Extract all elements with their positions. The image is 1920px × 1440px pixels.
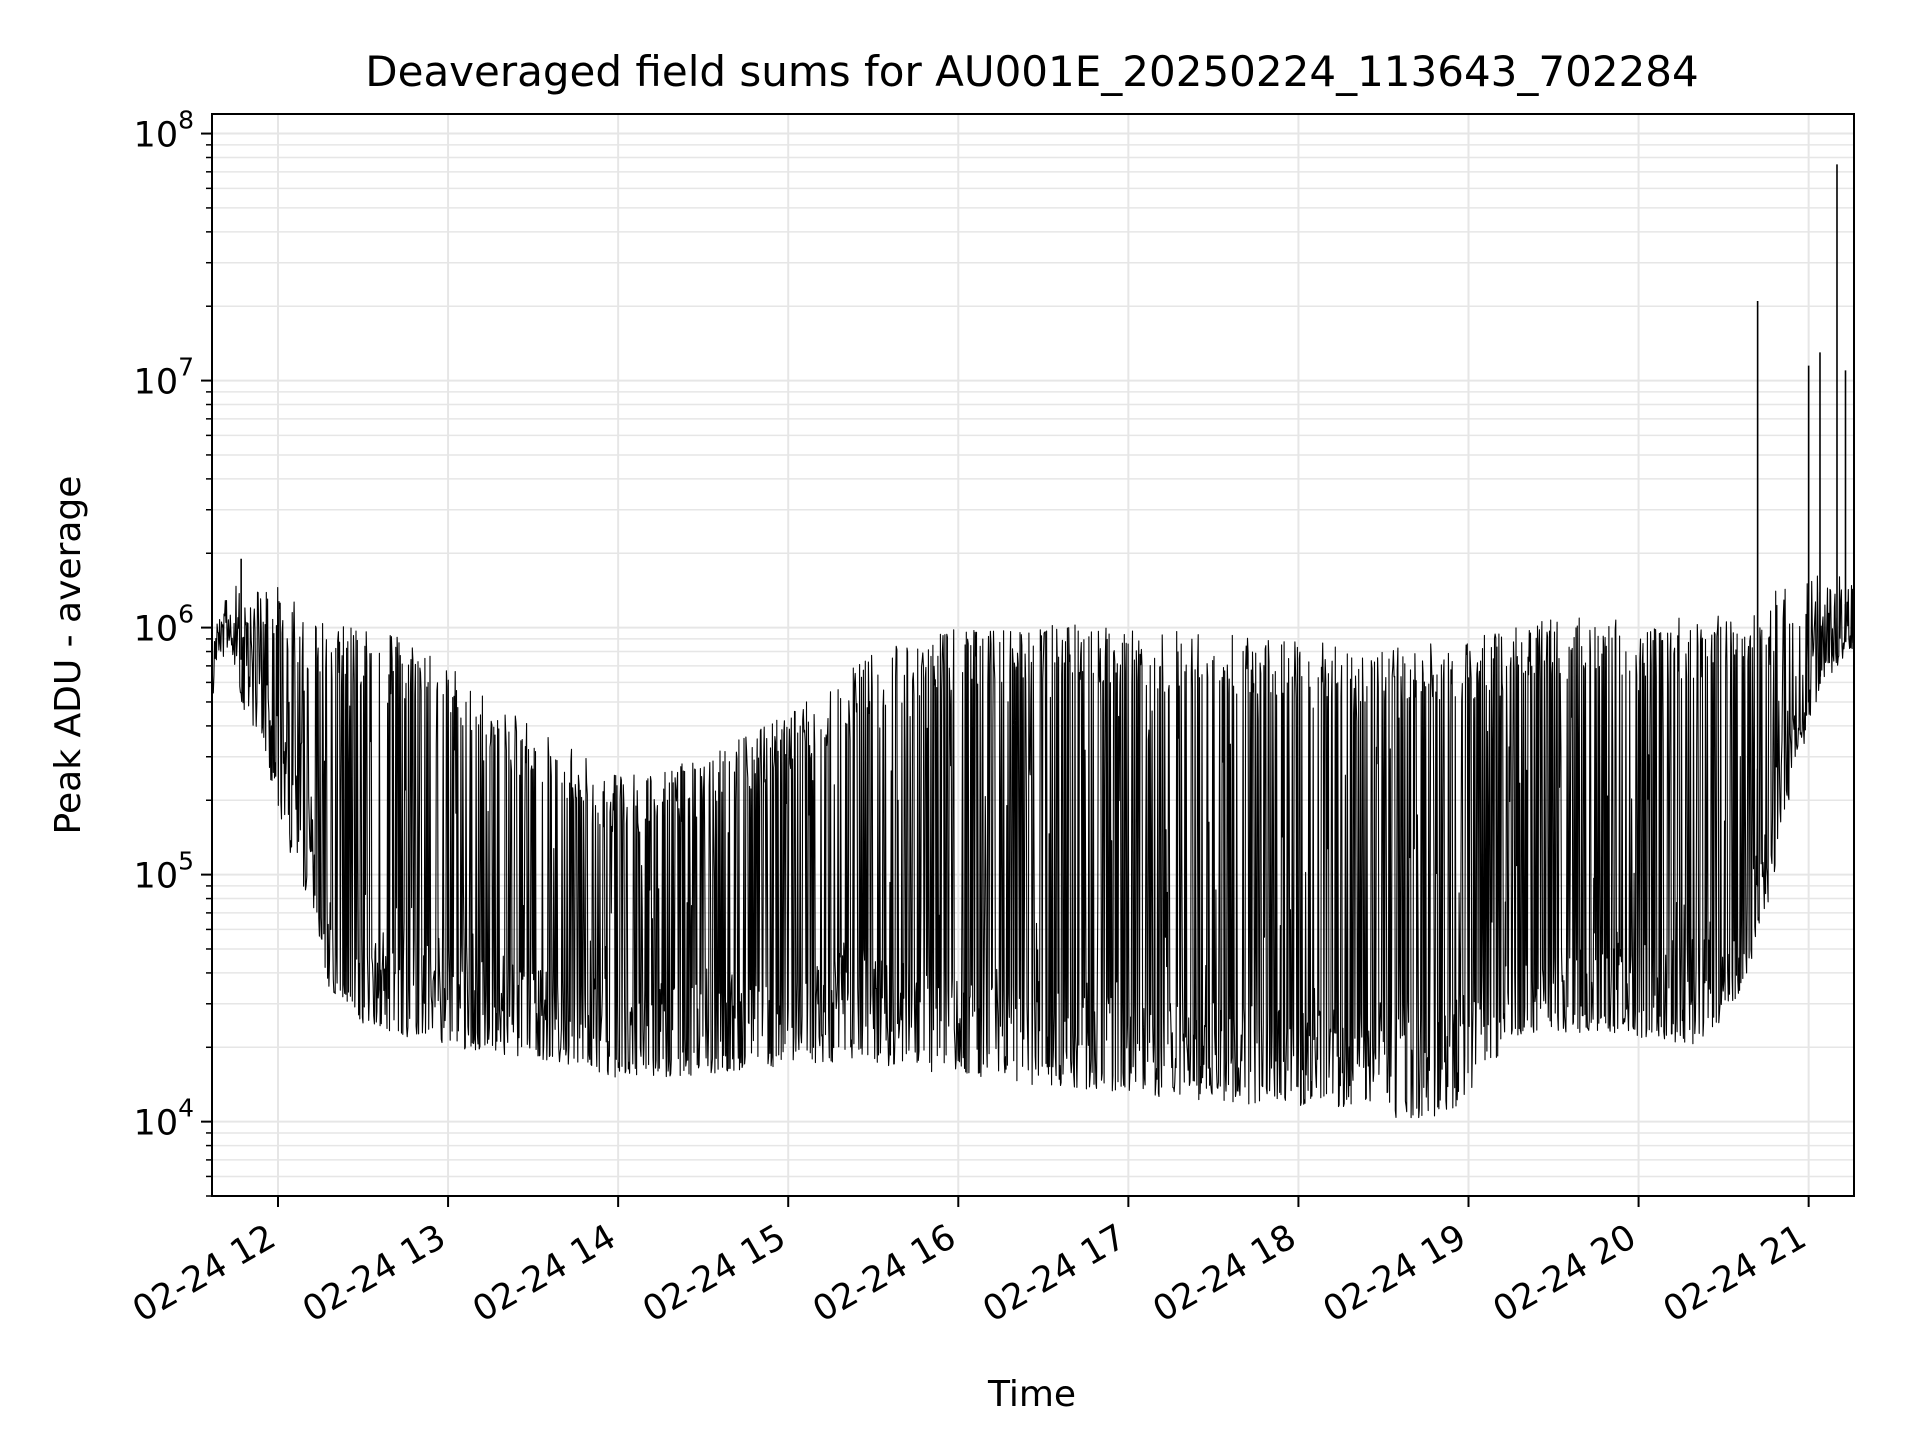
y-tick-exponent: 5 bbox=[178, 847, 194, 876]
y-tick-exponent: 6 bbox=[178, 600, 194, 629]
data-layer bbox=[211, 164, 1855, 1119]
chart-title: Deaveraged field sums for AU001E_2025022… bbox=[365, 47, 1698, 96]
x-axis-label: Time bbox=[987, 1374, 1076, 1415]
plot-frame bbox=[211, 113, 1855, 1197]
y-axis-label: Peak ADU - average bbox=[48, 476, 89, 835]
y-tick-exponent: 7 bbox=[178, 353, 194, 382]
series-line bbox=[211, 575, 1855, 1119]
y-tick-exponent: 8 bbox=[178, 106, 194, 135]
y-tick-exponent: 4 bbox=[178, 1094, 194, 1123]
